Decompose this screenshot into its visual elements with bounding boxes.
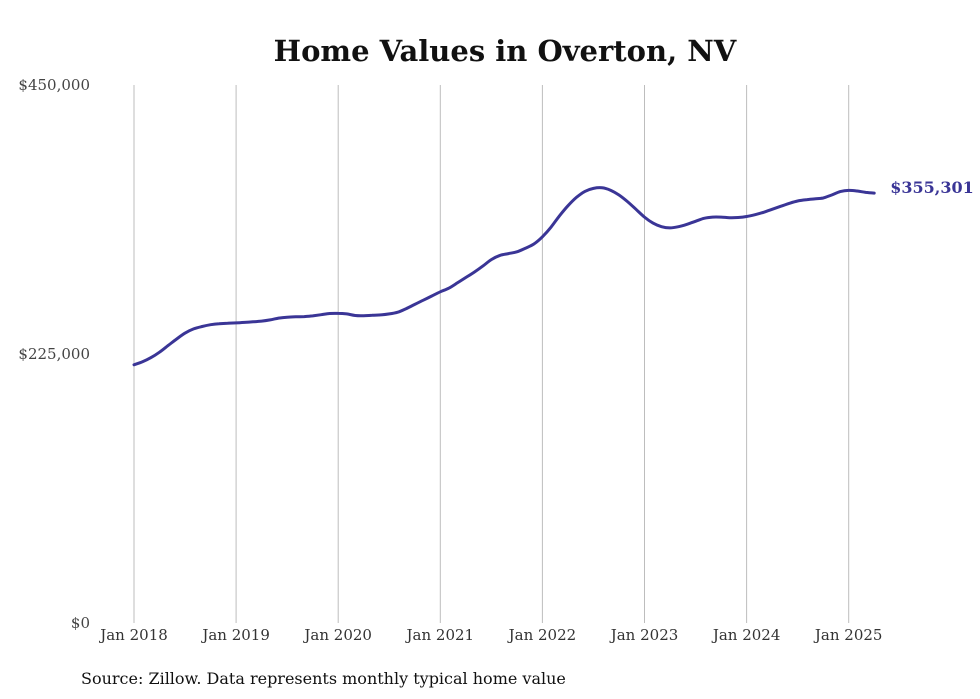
x-axis-tick-labels: Jan 2018 Jan 2019 Jan 2020 Jan 2021 Jan 2022… bbox=[98, 626, 882, 644]
gridlines bbox=[133, 85, 850, 623]
x-tick-label: Jan 2023 bbox=[609, 626, 679, 644]
x-tick-label: Jan 2020 bbox=[302, 626, 372, 644]
y-axis-tick-labels: $0 $225,000 $450,000 bbox=[18, 76, 90, 632]
x-tick-label: Jan 2019 bbox=[200, 626, 270, 644]
x-tick-label: Jan 2022 bbox=[507, 626, 577, 644]
series-line-home-value bbox=[132, 186, 876, 367]
x-tick-label: Jan 2021 bbox=[405, 626, 475, 644]
x-tick-label: Jan 2025 bbox=[813, 626, 883, 644]
chart-title: Home Values in Overton, NV bbox=[274, 34, 737, 68]
y-tick-label: $225,000 bbox=[18, 345, 90, 363]
y-tick-label: $450,000 bbox=[18, 76, 90, 94]
x-tick-label: Jan 2024 bbox=[711, 626, 781, 644]
last-value-label: $355,301 bbox=[890, 178, 974, 197]
y-tick-label: $0 bbox=[71, 614, 90, 632]
source-note: Source: Zillow. Data represents monthly … bbox=[81, 669, 566, 688]
x-tick-label: Jan 2018 bbox=[98, 626, 168, 644]
